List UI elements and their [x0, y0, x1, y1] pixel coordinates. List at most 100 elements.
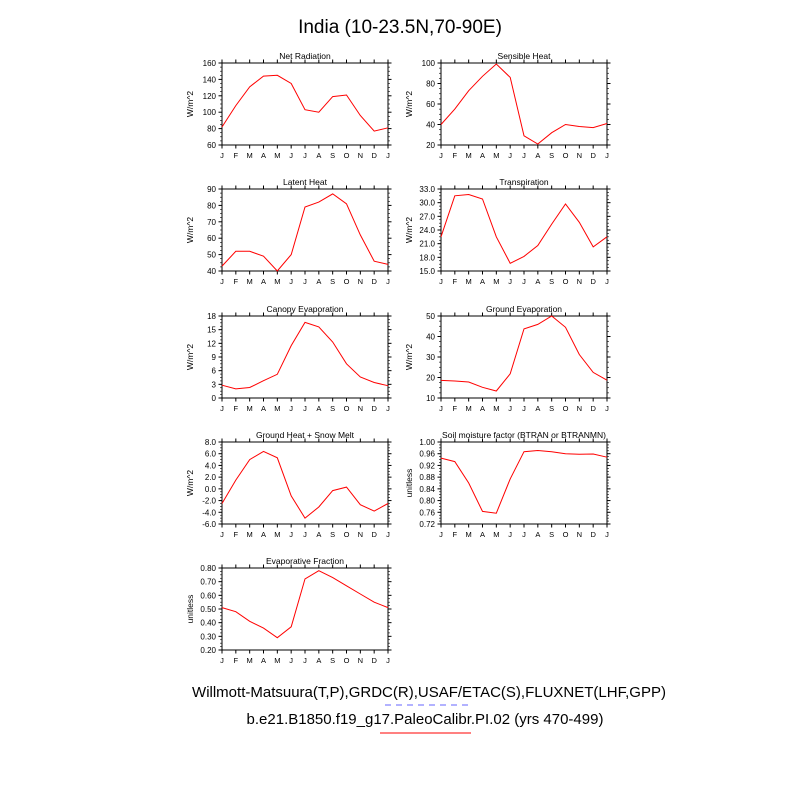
model-series-line [221, 570, 389, 639]
x-tick-label: M [466, 404, 472, 413]
x-tick-label: S [330, 656, 335, 665]
x-tick-label: J [220, 530, 224, 539]
x-tick-label: D [371, 151, 377, 160]
x-tick-label: J [303, 656, 307, 665]
x-tick-label: F [234, 530, 239, 539]
x-tick-label: A [261, 151, 266, 160]
x-tick-label: J [522, 277, 526, 286]
x-tick-label: A [261, 530, 266, 539]
x-tick-label: A [261, 656, 266, 665]
panel-title: Sensible Heat [498, 51, 552, 61]
y-axis-label: unitless [404, 469, 414, 498]
plot-frame [221, 62, 389, 146]
y-tick-label: 0.80 [419, 497, 435, 506]
x-tick-label: N [358, 277, 363, 286]
y-tick-label: 0.20 [200, 646, 216, 655]
y-axis-label: W/m^2 [404, 217, 414, 243]
x-tick-label: S [549, 277, 554, 286]
y-tick-label: 18 [207, 312, 216, 321]
y-tick-label: 40 [426, 333, 435, 342]
y-tick-label: -2.0 [202, 497, 216, 506]
x-tick-label: J [522, 530, 526, 539]
x-tick-label: M [274, 277, 280, 286]
x-tick-label: J [289, 530, 293, 539]
y-tick-label: 33.0 [419, 185, 435, 194]
x-tick-label: J [386, 656, 390, 665]
x-tick-label: J [522, 151, 526, 160]
x-tick-label: M [493, 151, 499, 160]
y-axis-label: W/m^2 [404, 91, 414, 117]
x-tick-label: M [466, 530, 472, 539]
y-tick-label: 40 [426, 121, 435, 130]
y-tick-label: 0.72 [419, 520, 435, 529]
y-tick-label: 80 [207, 125, 216, 134]
x-tick-label: D [590, 530, 596, 539]
x-tick-label: D [590, 404, 596, 413]
x-tick-label: J [386, 530, 390, 539]
y-tick-label: 0.0 [205, 485, 217, 494]
x-tick-label: M [466, 277, 472, 286]
y-tick-label: 0.80 [200, 564, 216, 573]
x-tick-label: A [316, 277, 321, 286]
x-tick-label: J [303, 404, 307, 413]
x-tick-label: A [535, 277, 540, 286]
y-tick-label: 60 [426, 100, 435, 109]
y-axis-label: W/m^2 [185, 91, 195, 117]
y-tick-label: 90 [207, 185, 216, 194]
y-tick-label: 100 [422, 59, 436, 68]
y-tick-label: 15 [207, 326, 216, 335]
x-tick-label: O [344, 404, 350, 413]
y-tick-label: 60 [207, 234, 216, 243]
x-tick-label: A [480, 151, 485, 160]
model-series-line [440, 63, 608, 145]
x-tick-label: A [316, 656, 321, 665]
panel-title: Ground Heat + Snow Melt [256, 430, 355, 440]
x-tick-label: A [535, 151, 540, 160]
figure-title: India (10-23.5N,70-90E) [298, 17, 502, 38]
x-tick-label: J [605, 404, 609, 413]
x-tick-label: J [508, 151, 512, 160]
x-tick-label: M [466, 151, 472, 160]
x-tick-label: D [371, 404, 377, 413]
y-tick-label: 20 [426, 141, 435, 150]
x-tick-label: M [247, 530, 253, 539]
x-tick-label: J [605, 277, 609, 286]
x-tick-label: N [577, 277, 582, 286]
model-series-line [221, 74, 389, 132]
x-tick-label: S [330, 151, 335, 160]
x-tick-label: M [274, 151, 280, 160]
model-series-line [221, 450, 389, 519]
x-tick-label: O [563, 151, 569, 160]
x-tick-label: M [247, 277, 253, 286]
x-tick-label: N [577, 530, 582, 539]
x-tick-label: F [453, 530, 458, 539]
y-tick-label: 80 [426, 80, 435, 89]
y-tick-label: 0.40 [200, 619, 216, 628]
x-tick-label: A [261, 277, 266, 286]
x-tick-label: A [480, 277, 485, 286]
y-axis-label: W/m^2 [185, 344, 195, 370]
y-tick-label: 20 [426, 374, 435, 383]
y-tick-label: 0.96 [419, 450, 435, 459]
y-tick-label: 0.92 [419, 461, 435, 470]
x-tick-label: A [535, 530, 540, 539]
footer-obs-label: Willmott-Matsuura(T,P),GRDC(R),USAF/ETAC… [192, 684, 666, 701]
x-tick-label: J [439, 530, 443, 539]
x-tick-label: N [358, 656, 363, 665]
y-tick-label: 30 [426, 353, 435, 362]
y-tick-label: 80 [207, 201, 216, 210]
plot-frame [221, 441, 389, 525]
x-tick-label: J [508, 404, 512, 413]
y-tick-label: 0.50 [200, 605, 216, 614]
y-tick-label: 50 [207, 251, 216, 260]
y-tick-label: 1.00 [419, 438, 435, 447]
x-tick-label: S [549, 530, 554, 539]
x-tick-label: J [522, 404, 526, 413]
y-tick-label: 6 [212, 367, 217, 376]
x-tick-label: J [386, 277, 390, 286]
x-tick-label: O [344, 151, 350, 160]
